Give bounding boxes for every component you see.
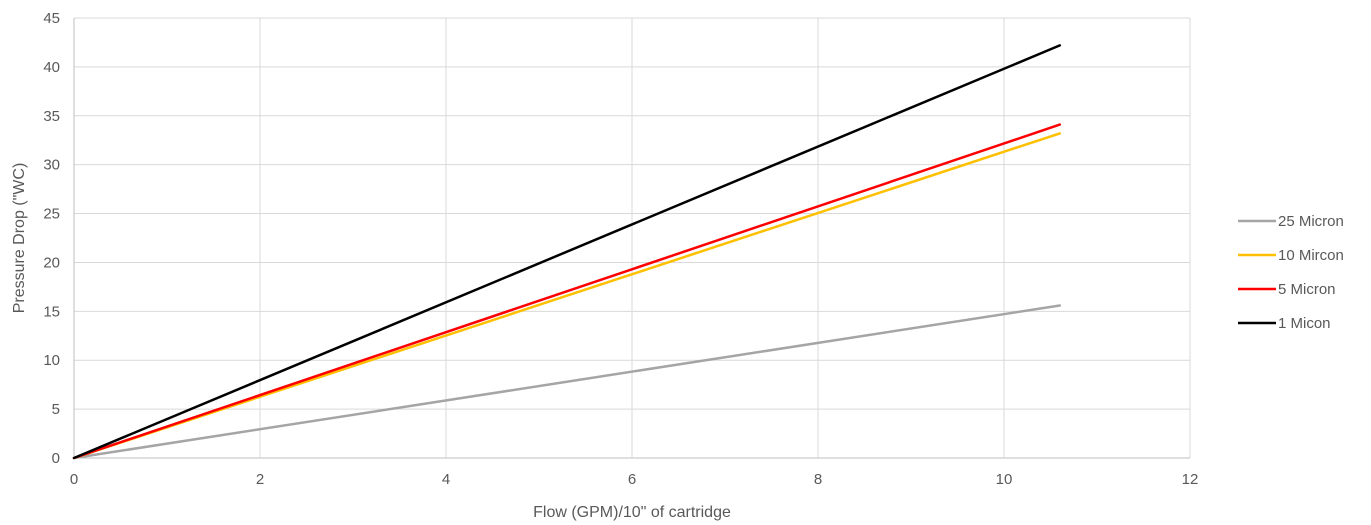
y-tick-label: 40 [43,59,60,76]
x-tick-label: 4 [442,471,450,488]
x-tick-label: 8 [814,471,822,488]
y-tick-label: 5 [52,401,60,418]
series-lines [72,44,1062,460]
series-line-3 [72,44,1062,460]
legend-item: 25 Micron [1238,213,1344,230]
series-line-1 [72,132,1062,460]
gridlines [74,17,1191,458]
legend-item: 1 Micon [1238,315,1331,332]
y-tick-label: 0 [52,450,60,467]
y-axis-title: Pressure Drop ("WC) [11,163,28,314]
y-tick-label: 30 [43,157,60,174]
x-tick-label: 2 [256,471,264,488]
x-tick-label: 10 [996,471,1013,488]
legend-label: 10 Mircon [1278,247,1344,264]
legend: 25 Micron 10 Mircon 5 Micron 1 Micon [1238,213,1344,332]
legend-item: 5 Micron [1238,281,1336,298]
y-tick-label: 10 [43,352,60,369]
y-tick-label: 25 [43,206,60,223]
x-tick-label: 12 [1182,471,1199,488]
series-line-0 [72,304,1062,460]
x-tick-label: 0 [70,471,78,488]
legend-label: 25 Micron [1278,213,1344,230]
y-tick-label: 15 [43,303,60,320]
legend-label: 5 Micron [1278,281,1336,298]
series-line-2 [72,123,1062,460]
x-tick-label: 6 [628,471,636,488]
y-tick-label: 20 [43,254,60,271]
y-tick-label: 45 [43,10,60,27]
legend-item: 10 Mircon [1238,247,1344,264]
y-tick-label: 35 [43,108,60,125]
axes [73,18,1190,459]
legend-label: 1 Micon [1278,315,1331,332]
x-axis-title: Flow (GPM)/10" of cartridge [533,504,731,521]
tick-labels: 0 5 10 15 20 25 30 35 40 45 0 2 4 6 8 10 12 [43,10,1198,488]
